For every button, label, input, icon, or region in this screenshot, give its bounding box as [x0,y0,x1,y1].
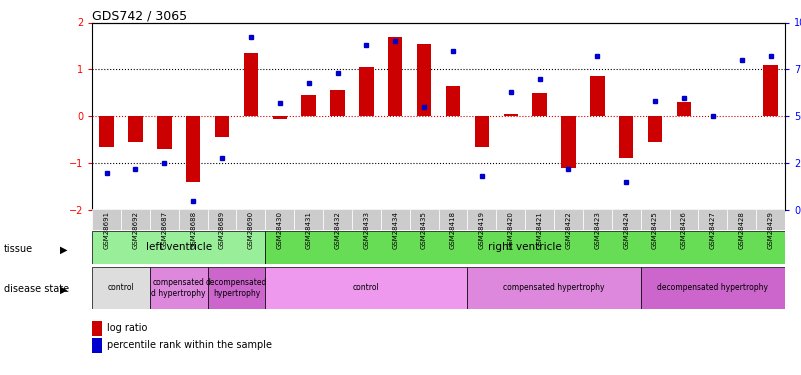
FancyBboxPatch shape [150,267,207,309]
Text: GSM28423: GSM28423 [594,211,600,249]
FancyBboxPatch shape [150,210,179,230]
FancyBboxPatch shape [92,231,265,264]
Bar [763,64,778,116]
Bar [590,76,605,116]
Text: GSM28431: GSM28431 [306,211,312,249]
Text: control: control [353,284,380,292]
Text: GDS742 / 3065: GDS742 / 3065 [92,9,187,22]
Text: left ventricle: left ventricle [146,243,211,252]
Text: compensated hypertrophy: compensated hypertrophy [503,284,605,292]
Text: GSM28422: GSM28422 [566,211,571,249]
FancyBboxPatch shape [380,210,409,230]
Text: GSM28434: GSM28434 [392,211,398,249]
Text: GSM28426: GSM28426 [681,211,687,249]
FancyBboxPatch shape [352,210,380,230]
Text: GSM28429: GSM28429 [767,211,774,249]
FancyBboxPatch shape [670,210,698,230]
FancyBboxPatch shape [265,231,785,264]
Text: control: control [107,284,135,292]
Bar [359,67,373,116]
Bar [533,93,547,116]
FancyBboxPatch shape [265,210,294,230]
Bar [475,116,489,147]
Text: tissue: tissue [4,244,33,254]
FancyBboxPatch shape [727,210,756,230]
Text: right ventricle: right ventricle [489,243,562,252]
Bar [504,114,518,116]
Text: log ratio: log ratio [107,323,147,333]
Bar [619,116,634,158]
Text: GSM28428: GSM28428 [739,211,745,249]
FancyBboxPatch shape [641,210,670,230]
Text: GSM28424: GSM28424 [623,211,630,249]
Text: ▶: ▶ [60,244,67,254]
Text: compensated
d hypertrophy: compensated d hypertrophy [151,278,206,297]
Bar [99,116,114,147]
FancyBboxPatch shape [554,210,583,230]
Text: GSM28425: GSM28425 [652,211,658,249]
Text: GSM28420: GSM28420 [508,211,513,249]
FancyBboxPatch shape [92,267,150,309]
Bar [388,37,402,116]
Bar [244,53,258,116]
Text: decompensated hypertrophy: decompensated hypertrophy [658,284,768,292]
Text: GSM28427: GSM28427 [710,211,716,249]
FancyBboxPatch shape [641,267,785,309]
Bar [128,116,143,142]
FancyBboxPatch shape [698,210,727,230]
Bar [186,116,200,182]
FancyBboxPatch shape [294,210,323,230]
Text: GSM28692: GSM28692 [132,211,139,249]
Bar [330,90,344,116]
Bar [677,102,691,116]
FancyBboxPatch shape [92,210,121,230]
Bar [562,116,576,168]
Text: GSM28688: GSM28688 [190,211,196,249]
FancyBboxPatch shape [179,210,207,230]
FancyBboxPatch shape [756,210,785,230]
Bar [417,44,431,116]
Text: disease state: disease state [4,285,69,294]
FancyBboxPatch shape [497,210,525,230]
FancyBboxPatch shape [207,267,265,309]
FancyBboxPatch shape [409,210,439,230]
Text: GSM28418: GSM28418 [450,211,456,249]
FancyBboxPatch shape [121,210,150,230]
FancyBboxPatch shape [583,210,612,230]
FancyBboxPatch shape [265,267,468,309]
Text: GSM28687: GSM28687 [161,211,167,249]
Text: GSM28421: GSM28421 [537,211,542,249]
Bar [215,116,229,137]
Text: GSM28435: GSM28435 [421,211,427,249]
Text: GSM28430: GSM28430 [277,211,283,249]
Bar [648,116,662,142]
FancyBboxPatch shape [323,210,352,230]
Bar [272,116,287,118]
Text: percentile rank within the sample: percentile rank within the sample [107,340,272,350]
Text: GSM28433: GSM28433 [364,211,369,249]
FancyBboxPatch shape [236,210,265,230]
Text: decompensated
hypertrophy: decompensated hypertrophy [206,278,268,297]
Text: GSM28432: GSM28432 [335,211,340,249]
FancyBboxPatch shape [468,210,497,230]
FancyBboxPatch shape [468,267,641,309]
FancyBboxPatch shape [612,210,641,230]
Bar [446,86,461,116]
Text: GSM28690: GSM28690 [248,211,254,249]
Text: ▶: ▶ [60,285,67,294]
Bar [157,116,171,149]
Bar [301,95,316,116]
FancyBboxPatch shape [207,210,236,230]
Text: GSM28691: GSM28691 [103,211,110,249]
FancyBboxPatch shape [439,210,468,230]
Text: GSM28419: GSM28419 [479,211,485,249]
Text: GSM28689: GSM28689 [219,211,225,249]
FancyBboxPatch shape [525,210,554,230]
